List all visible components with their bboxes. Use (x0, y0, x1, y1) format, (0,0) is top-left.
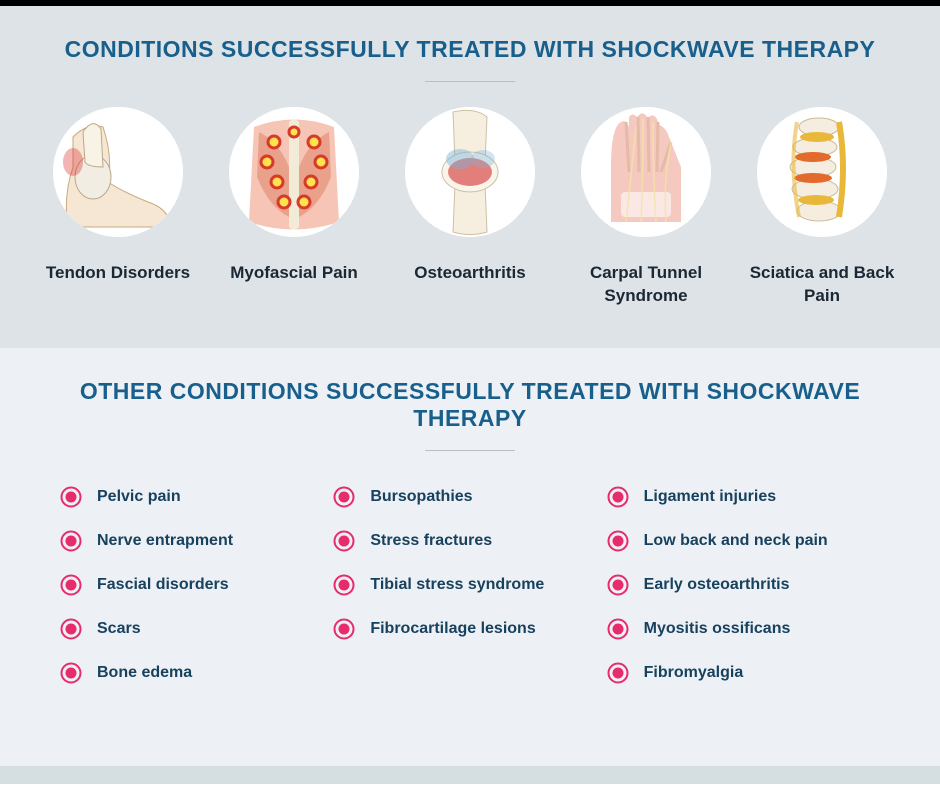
card-label: Carpal Tunnel Syndrome (571, 262, 721, 308)
bullet-icon (60, 486, 82, 508)
back-muscle-icon (229, 107, 359, 237)
bullet-icon (607, 574, 629, 596)
item-label: Scars (97, 620, 141, 638)
list-item: Bone edema (60, 662, 333, 684)
list-item: Scars (60, 618, 333, 640)
conditions-column: Pelvic pain Nerve entrapment Fascial dis… (60, 486, 333, 706)
bullet-icon (333, 574, 355, 596)
item-label: Pelvic pain (97, 488, 181, 506)
item-label: Nerve entrapment (97, 532, 233, 550)
condition-card: Osteoarthritis (392, 107, 548, 308)
conditions-column: Bursopathies Stress fractures Tibial str… (333, 486, 606, 706)
list-item: Fibromyalgia (607, 662, 880, 684)
list-item: Fascial disorders (60, 574, 333, 596)
card-label: Sciatica and Back Pain (747, 262, 897, 308)
list-item: Stress fractures (333, 530, 606, 552)
list-item: Early osteoarthritis (607, 574, 880, 596)
list-item: Pelvic pain (60, 486, 333, 508)
bullet-icon (607, 618, 629, 640)
card-label: Osteoarthritis (414, 262, 525, 285)
item-label: Ligament injuries (644, 488, 776, 506)
spine-icon (757, 107, 887, 237)
item-label: Bursopathies (370, 488, 472, 506)
bullet-icon (607, 486, 629, 508)
condition-card: Carpal Tunnel Syndrome (568, 107, 724, 308)
card-label: Tendon Disorders (46, 262, 190, 285)
bullet-icon (333, 486, 355, 508)
list-item: Ligament injuries (607, 486, 880, 508)
condition-card: Myofascial Pain (216, 107, 372, 308)
bullet-icon (607, 530, 629, 552)
item-label: Early osteoarthritis (644, 576, 790, 594)
card-label: Myofascial Pain (230, 262, 358, 285)
item-label: Bone edema (97, 664, 192, 682)
primary-section-title: CONDITIONS SUCCESSFULLY TREATED WITH SHO… (40, 36, 900, 63)
conditions-columns: Pelvic pain Nerve entrapment Fascial dis… (40, 476, 900, 706)
conditions-column: Ligament injuries Low back and neck pain… (607, 486, 880, 706)
other-section-title: OTHER CONDITIONS SUCCESSFULLY TREATED WI… (40, 378, 900, 432)
infographic-page: CONDITIONS SUCCESSFULLY TREATED WITH SHO… (0, 0, 940, 784)
bullet-icon (60, 574, 82, 596)
list-item: Low back and neck pain (607, 530, 880, 552)
bottom-border (0, 766, 940, 784)
list-item: Bursopathies (333, 486, 606, 508)
bullet-icon (607, 662, 629, 684)
ankle-joint-icon (53, 107, 183, 237)
title-divider (425, 81, 515, 82)
list-item: Fibrocartilage lesions (333, 618, 606, 640)
bullet-icon (60, 530, 82, 552)
bullet-icon (60, 618, 82, 640)
list-item: Myositis ossificans (607, 618, 880, 640)
hand-wrist-icon (581, 107, 711, 237)
list-item: Tibial stress syndrome (333, 574, 606, 596)
item-label: Stress fractures (370, 532, 492, 550)
bullet-icon (333, 618, 355, 640)
list-item: Nerve entrapment (60, 530, 333, 552)
item-label: Fibrocartilage lesions (370, 620, 535, 638)
item-label: Low back and neck pain (644, 532, 828, 550)
item-label: Fibromyalgia (644, 664, 744, 682)
knee-joint-icon (405, 107, 535, 237)
other-conditions-section: OTHER CONDITIONS SUCCESSFULLY TREATED WI… (0, 348, 940, 766)
bullet-icon (60, 662, 82, 684)
bullet-icon (333, 530, 355, 552)
condition-cards-row: Tendon Disorders (40, 107, 900, 308)
primary-conditions-section: CONDITIONS SUCCESSFULLY TREATED WITH SHO… (0, 6, 940, 348)
condition-card: Sciatica and Back Pain (744, 107, 900, 308)
condition-card: Tendon Disorders (40, 107, 196, 308)
item-label: Myositis ossificans (644, 620, 791, 638)
item-label: Fascial disorders (97, 576, 229, 594)
item-label: Tibial stress syndrome (370, 576, 544, 594)
title-divider (425, 450, 515, 451)
